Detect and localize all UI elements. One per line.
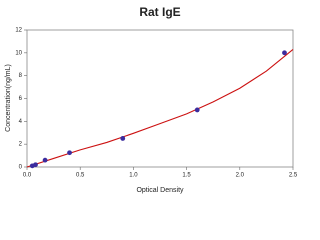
data-point [120,136,126,141]
fit-curve [26,48,294,168]
x-tick-label: 1.0 [129,173,138,179]
x-tick-label: 0.5 [76,173,85,179]
y-tick-label: 10 [15,50,22,56]
x-tick-label: 1.5 [182,173,191,179]
data-point [42,157,48,163]
y-axis-label: Concentration(ng/mL) [5,64,12,132]
data-point [282,50,287,56]
y-tick-label: 0 [19,165,23,171]
x-tick-label: 0.0 [23,173,32,179]
x-axis-label: Optical Density [136,187,184,194]
x-tick-label: 2.5 [289,173,298,179]
plot-frame [26,29,294,168]
chart-title: Rat IgE [139,5,180,19]
x-tick-label: 2.0 [236,173,245,179]
y-tick-label: 6 [19,96,23,102]
data-point [33,162,38,168]
chart: Rat IgE Optical Density Concentration(ng… [5,5,298,194]
y-tick-label: 2 [19,142,23,148]
y-tick-label: 4 [19,119,23,125]
data-point [194,107,200,113]
y-tick-label: 8 [19,73,23,79]
y-tick-label: 12 [15,28,22,34]
data-point [67,150,72,156]
